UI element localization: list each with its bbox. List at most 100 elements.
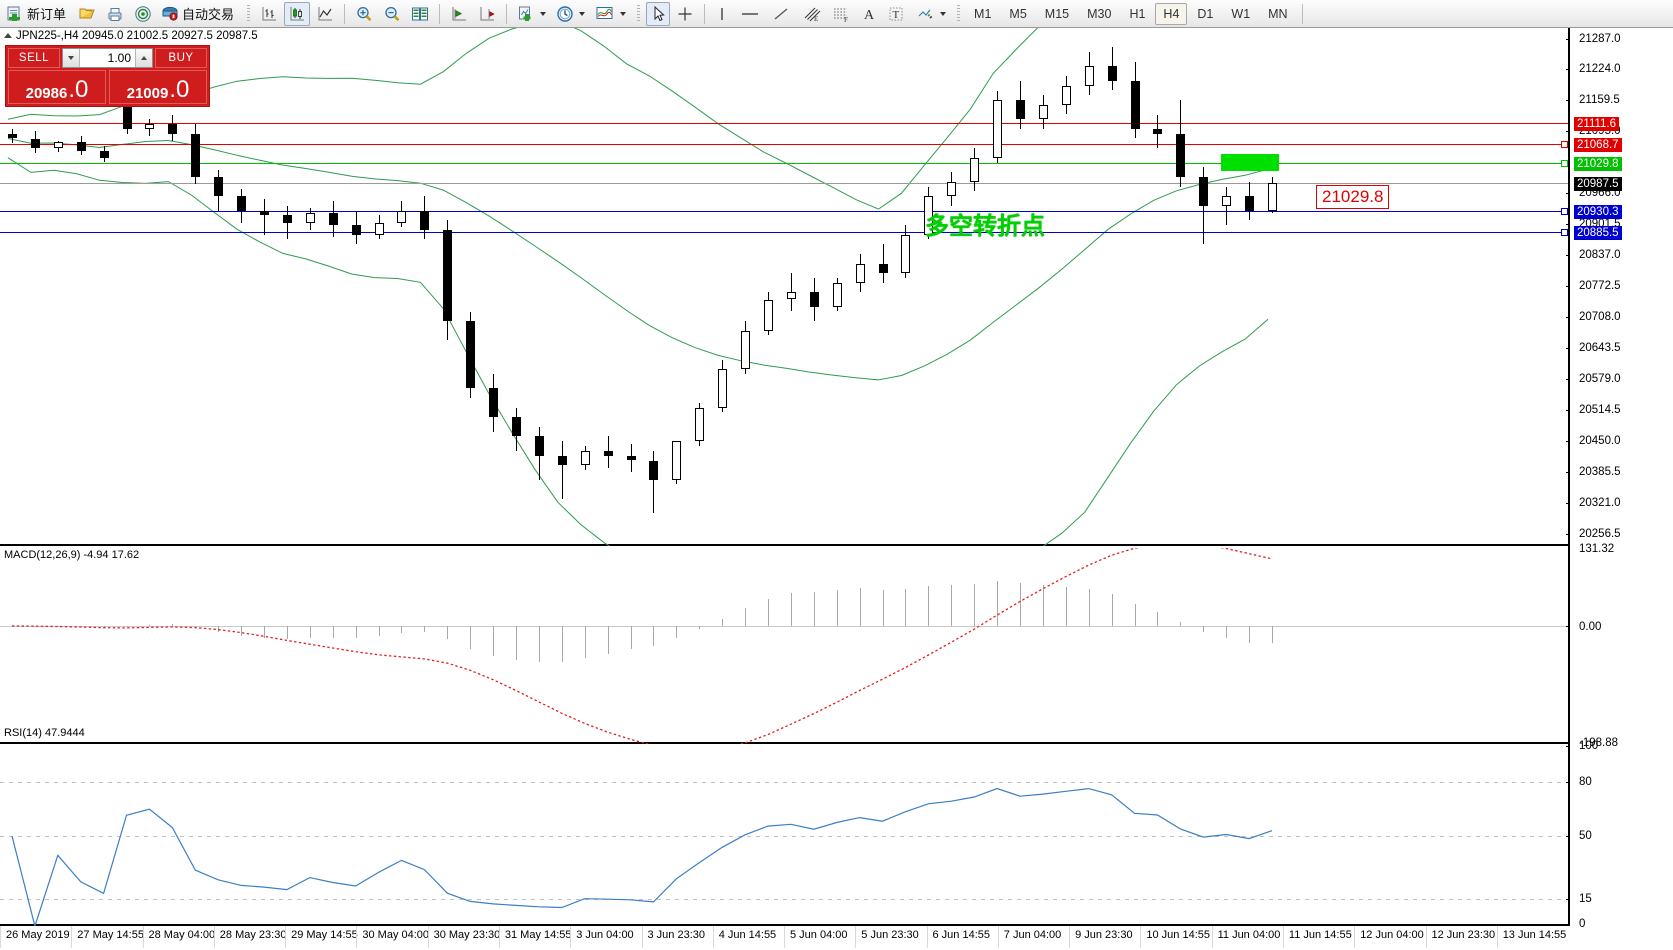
macd-histogram-bar <box>974 584 976 626</box>
toolbar-grip-3[interactable] <box>955 4 961 24</box>
buy-button[interactable]: BUY <box>155 48 207 68</box>
time-axis-label: 30 May 23:30 <box>433 929 501 941</box>
candle-wick <box>653 450 655 514</box>
fibonacci-button[interactable]: F <box>827 2 855 26</box>
volume-increase-button[interactable] <box>135 49 152 67</box>
bar-chart-button[interactable] <box>256 2 282 26</box>
macd-histogram-bar <box>1203 625 1205 633</box>
candle-body <box>260 210 269 216</box>
trendline-button[interactable] <box>767 2 795 26</box>
price-level-handle-sell-order[interactable] <box>1561 140 1568 148</box>
price-level-line-support-2[interactable] <box>0 232 1568 233</box>
folder-button[interactable] <box>74 2 100 26</box>
timeframe-button-m5[interactable]: M5 <box>1009 6 1027 21</box>
axis-tick <box>1566 379 1570 381</box>
equidistant-channel-button[interactable]: E <box>797 2 825 26</box>
candle-body <box>512 417 521 437</box>
candlestick-chart-button[interactable] <box>284 1 311 26</box>
price-level-line-support-1[interactable] <box>0 210 1568 212</box>
price-level-line-sell-order[interactable] <box>0 143 1568 145</box>
time-axis[interactable]: 26 May 2019 27 May 14:55 28 May 04:00 28 Ma… <box>0 926 1568 948</box>
chart-shift-button[interactable] <box>446 2 472 26</box>
signal-button[interactable] <box>130 2 156 26</box>
new-chart-chevron-down-icon[interactable] <box>540 11 547 16</box>
price-level-handle-buy-order[interactable] <box>1561 159 1568 167</box>
timeframe-button-m15[interactable]: M15 <box>1044 6 1070 21</box>
price-pane[interactable] <box>0 28 1568 546</box>
price-axis[interactable]: 21287.0 21224.0 21159.5 21095.0 20966.0 20901… <box>1566 28 1673 930</box>
print-button[interactable] <box>102 2 128 26</box>
candle-body <box>534 436 544 456</box>
text-button[interactable]: A <box>857 2 881 26</box>
auto-scroll-button[interactable] <box>474 2 500 26</box>
auto-trading-button[interactable]: 自动交易 <box>158 2 240 26</box>
zoom-in-button[interactable] <box>351 2 377 26</box>
time-axis-separator <box>356 926 358 948</box>
volume-decrease-button[interactable] <box>63 49 80 67</box>
volume-input[interactable]: 1.00 <box>107 51 131 65</box>
macd-histogram-bar <box>57 625 59 627</box>
horizontal-line-button[interactable] <box>735 2 765 26</box>
timeframe-button-w1[interactable]: W1 <box>1231 6 1251 21</box>
sell-price-cell[interactable]: 20986 .0 <box>8 70 106 104</box>
timeframe-button-m30[interactable]: M30 <box>1087 6 1112 21</box>
price-axis-badge-support-2[interactable]: 20885.5 <box>1574 226 1622 240</box>
macd-pane[interactable] <box>0 548 1568 744</box>
price-axis-badge-support-1[interactable]: 20930.3 <box>1574 204 1622 219</box>
price-axis-badge-resistance[interactable]: 21111.6 <box>1574 117 1620 132</box>
one-click-trading-panel[interactable]: SELL 1.00 BUY 20986 .0 21009 .0 <box>5 45 210 107</box>
period-button[interactable] <box>552 2 589 26</box>
macd-histogram-bar <box>859 588 861 626</box>
collapse-triangle-icon[interactable] <box>4 33 12 38</box>
candle-body <box>489 388 499 418</box>
time-axis-label: 28 May 04:00 <box>148 929 216 941</box>
timeframe-button-h4[interactable]: H4 <box>1155 2 1188 25</box>
candle-body <box>718 369 728 408</box>
price-level-handle-support-1[interactable] <box>1561 207 1568 215</box>
macd-histogram-bar <box>1180 622 1182 626</box>
timeframe-button-m1[interactable]: M1 <box>974 6 992 21</box>
timeframe-button-h1[interactable]: H1 <box>1129 6 1146 21</box>
zoom-out-button[interactable] <box>379 2 405 26</box>
macd-histogram-bar <box>607 625 609 654</box>
vertical-line-button[interactable] <box>711 2 733 26</box>
price-axis-badge-buy-order[interactable]: 21029.8 <box>1574 156 1622 171</box>
macd-histogram-bar <box>195 625 197 629</box>
line-chart-button[interactable] <box>312 2 338 26</box>
timeframe-button-mn[interactable]: MN <box>1268 6 1288 21</box>
toolbar-grip-1[interactable] <box>245 4 251 24</box>
bollinger-bands <box>7 28 1269 546</box>
price-axis-badge-last-price[interactable]: 20987.5 <box>1574 177 1622 191</box>
price-level-line-last-price[interactable] <box>0 183 1568 184</box>
price-level-handle-support-2[interactable] <box>1561 229 1568 236</box>
chart-area[interactable]: JPN225-,H4 20945.0 21002.5 20927.5 20987… <box>0 28 1673 950</box>
sell-button[interactable]: SELL <box>8 48 60 68</box>
indicators-chevron-down-icon[interactable] <box>620 11 627 16</box>
zoom-out-icon <box>385 6 400 21</box>
text-label-button[interactable]: T <box>883 2 909 26</box>
objects-button[interactable] <box>911 2 950 26</box>
objects-chevron-down-icon[interactable] <box>940 11 947 16</box>
period-chevron-down-icon[interactable] <box>579 11 586 16</box>
fibonacci-icon: F <box>834 8 848 23</box>
new-chart-button[interactable] <box>513 2 550 26</box>
new-order-button[interactable]: 新订单 <box>3 2 72 26</box>
price-level-line-buy-order[interactable] <box>0 162 1568 164</box>
toolbar-grip-2[interactable] <box>635 4 641 24</box>
crosshair-button[interactable] <box>672 2 698 26</box>
volume-stepper[interactable]: 1.00 <box>62 48 153 68</box>
time-axis-label: 7 Jun 04:00 <box>1003 929 1062 941</box>
buy-price-cell[interactable]: 21009 .0 <box>109 70 207 104</box>
rsi-pane[interactable] <box>0 746 1568 926</box>
time-axis-separator <box>712 926 714 948</box>
buy-price-decimal: .0 <box>169 76 190 103</box>
price-level-line-resistance[interactable] <box>0 123 1568 125</box>
price-axis-badge-sell-order[interactable]: 21068.7 <box>1574 137 1622 152</box>
indicators-button[interactable] <box>591 2 630 26</box>
data-window-button[interactable] <box>407 2 433 26</box>
candle-body <box>305 213 315 223</box>
cursor-button[interactable] <box>646 1 671 26</box>
open-position-marker[interactable] <box>1221 153 1279 171</box>
timeframe-button-d1[interactable]: D1 <box>1197 6 1214 21</box>
macd-histogram-bar <box>1249 625 1251 643</box>
